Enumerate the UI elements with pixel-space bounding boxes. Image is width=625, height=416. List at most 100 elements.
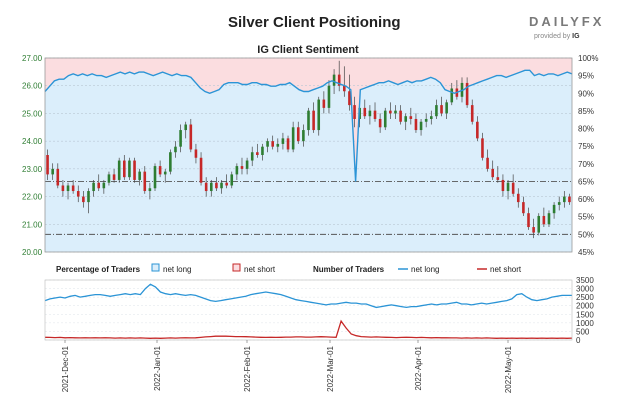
candle-down — [225, 182, 228, 186]
y-tick-label: 23.00 — [22, 165, 43, 174]
x-tick-label: 2022-May-01 — [504, 345, 513, 393]
candle-up — [163, 171, 167, 175]
candle-down — [491, 168, 494, 178]
candle-down — [527, 213, 530, 228]
net-short-area — [45, 58, 572, 182]
candle-up — [506, 182, 510, 192]
candle-down — [481, 138, 484, 158]
candle-up — [394, 110, 397, 114]
candle-up — [220, 182, 223, 189]
candle-down — [414, 118, 418, 131]
ig-partner-text: IG — [572, 33, 580, 40]
provided-by-text: provided by — [534, 33, 571, 40]
candle-down — [470, 105, 474, 122]
candle-down — [271, 141, 274, 147]
count-tick-label: 1500 — [576, 310, 594, 319]
candle-up — [107, 174, 111, 183]
candle-down — [112, 174, 116, 180]
count-plot-frame — [44, 279, 573, 341]
candle-down — [568, 196, 571, 203]
candle-down — [76, 191, 80, 197]
y-tick-label: 26.00 — [22, 82, 43, 91]
x-tick-label: 2021-Dec-01 — [61, 345, 70, 392]
candle-up — [291, 127, 295, 150]
candle-up — [537, 215, 541, 233]
legend-pct-long-swatch — [151, 263, 160, 272]
candle-down — [399, 110, 402, 122]
candle-up — [429, 116, 433, 119]
series-net-long-count-line — [44, 283, 572, 309]
y2-tick-label: 65% — [578, 177, 594, 186]
candle-down — [501, 179, 505, 192]
candle-down — [71, 185, 75, 192]
logo-subtitle: provided by IG — [534, 33, 580, 40]
y2-tick-label: 100% — [578, 54, 598, 63]
candle-down — [348, 91, 351, 106]
net-long-area — [45, 70, 572, 252]
y2-tick-label: 45% — [578, 248, 594, 257]
candle-down — [496, 177, 500, 180]
series-net-short-count-line — [44, 319, 573, 339]
candle-up — [557, 202, 561, 205]
candle-up — [179, 130, 182, 147]
count-tick-label: 2500 — [576, 293, 594, 302]
count-tick-label: 2000 — [576, 302, 594, 311]
candle-up — [245, 160, 249, 169]
candle-down — [476, 121, 479, 139]
candle-up — [383, 110, 387, 128]
candle-up — [174, 146, 177, 153]
candle-down — [532, 227, 535, 233]
candle-up — [148, 188, 152, 192]
candle-up — [332, 74, 336, 86]
candle-down — [56, 168, 60, 186]
legend-num-long-label: net long — [411, 265, 439, 274]
candle-up — [419, 121, 423, 131]
x-tick-label: 2022-Jan-01 — [153, 345, 162, 390]
candle-up — [435, 105, 438, 117]
count-tick-label: 0 — [576, 336, 581, 345]
candle-down — [143, 171, 147, 192]
candle-up — [250, 152, 254, 161]
candle-down — [337, 74, 341, 86]
y2-tick-label: 60% — [578, 195, 594, 204]
candle-down — [194, 149, 198, 158]
candle-up — [51, 168, 54, 175]
candle-up — [266, 141, 269, 147]
candle-up — [404, 116, 408, 122]
legend-num-short-label: net short — [490, 265, 522, 274]
candle-up — [87, 191, 90, 203]
legend-pct-long-label: net long — [163, 265, 191, 274]
y2-tick-label: 50% — [578, 230, 594, 239]
candle-down — [46, 155, 49, 175]
count-tick-label: 1000 — [576, 319, 594, 328]
candle-up — [547, 213, 551, 225]
candle-up — [276, 143, 280, 147]
y-tick-label: 25.00 — [22, 109, 43, 118]
legend-pct-short-swatch — [232, 263, 241, 272]
count-tick-label: 3500 — [576, 276, 594, 285]
x-tick-label: 2022-Feb-01 — [243, 345, 252, 391]
candle-down — [322, 99, 326, 108]
y-tick-label: 22.00 — [22, 193, 43, 202]
candle-up — [317, 99, 321, 131]
candle-down — [82, 196, 85, 203]
candle-down — [389, 110, 392, 114]
candle-down — [133, 160, 136, 180]
count-tick-label: 500 — [576, 327, 590, 336]
y2-tick-label: 55% — [578, 213, 594, 222]
candle-up — [128, 160, 131, 178]
candle-up — [424, 118, 428, 122]
y2-tick-label: 75% — [578, 142, 594, 151]
candle-up — [307, 110, 310, 131]
sentiment-subtitle: IG Client Sentiment — [257, 44, 359, 56]
net-long-pct-line — [44, 69, 573, 182]
candle-up — [102, 182, 106, 189]
y2-tick-label: 95% — [578, 72, 594, 81]
candle-up — [209, 182, 213, 192]
candle-down — [256, 152, 259, 155]
candle-down — [516, 193, 520, 203]
count-tick-label: 3000 — [576, 285, 594, 294]
candle-up — [92, 182, 95, 192]
candle-down — [312, 110, 315, 131]
